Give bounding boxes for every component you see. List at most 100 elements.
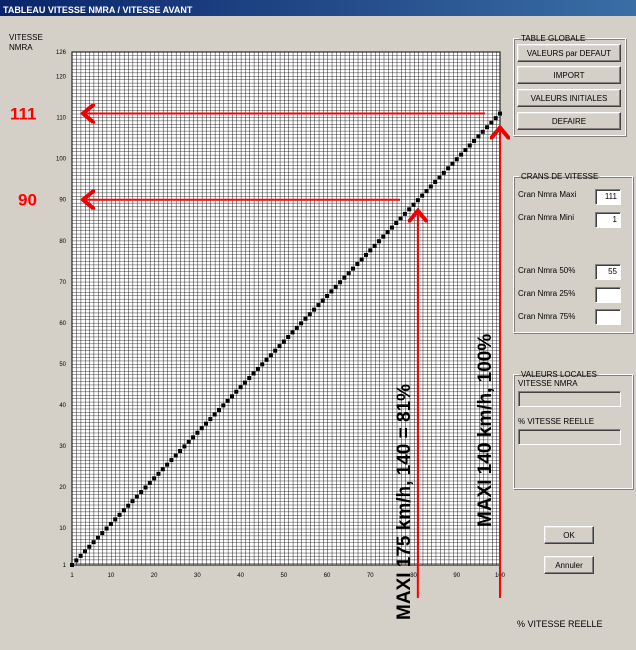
data-point <box>299 321 304 326</box>
y-tick-label: 126 <box>56 50 67 56</box>
data-point <box>121 508 126 513</box>
data-point <box>402 211 407 216</box>
table-globale-legend: TABLE GLOBALE <box>521 34 586 43</box>
x-tick-label: 70 <box>367 573 374 579</box>
y-tick-label: 40 <box>59 403 66 409</box>
data-point <box>195 430 200 435</box>
data-point <box>160 467 165 472</box>
data-point <box>307 312 312 317</box>
data-point <box>212 412 217 417</box>
data-point <box>294 325 299 330</box>
data-point <box>325 293 330 298</box>
label-111: 111 <box>10 105 37 124</box>
x-tick-label: 20 <box>151 573 158 579</box>
data-point <box>441 170 446 175</box>
y-tick-label: 100 <box>56 157 67 163</box>
data-point <box>100 531 105 536</box>
data-point <box>437 175 442 180</box>
cran-25-field[interactable] <box>595 287 621 303</box>
cran-50-label: Cran Nmra 50% <box>518 266 576 275</box>
vitesse-nmra-label: VITESSE NMRA <box>518 379 578 388</box>
x-tick-label: 60 <box>324 573 331 579</box>
cran-mini-field[interactable]: 1 <box>595 212 621 228</box>
data-point <box>281 339 286 344</box>
x-tick-label: 80 <box>410 573 417 579</box>
data-point <box>134 494 139 499</box>
y-tick-label: 70 <box>59 280 66 286</box>
y-tick-label: 30 <box>59 444 66 450</box>
data-point <box>208 417 213 422</box>
data-point <box>329 289 334 294</box>
x-tick-label: 40 <box>237 573 244 579</box>
data-point <box>191 435 196 440</box>
ok-button[interactable]: OK <box>544 526 594 544</box>
data-point <box>394 221 399 225</box>
annuler-button[interactable]: Annuler <box>544 556 594 574</box>
data-point <box>113 517 118 522</box>
data-point <box>221 403 226 408</box>
pct-vitesse-reelle-label: % VITESSE REELLE <box>518 417 595 426</box>
data-point <box>312 307 317 312</box>
data-point <box>186 439 191 444</box>
data-point <box>260 362 265 367</box>
data-point <box>173 453 178 458</box>
data-point <box>498 111 502 116</box>
data-point <box>351 266 356 271</box>
y-tick-label: 80 <box>59 239 66 245</box>
data-point <box>234 389 239 394</box>
data-point <box>428 184 433 189</box>
pct-vitesse-reelle-field <box>518 429 621 445</box>
data-point <box>368 248 373 253</box>
y-tick-label: 90 <box>59 198 66 204</box>
x-tick-label: 90 <box>453 573 460 579</box>
data-point <box>346 271 351 276</box>
data-point <box>95 535 100 540</box>
data-point <box>363 252 368 257</box>
data-point <box>342 275 347 280</box>
data-point <box>424 189 429 194</box>
valeurs-par-defaut-button[interactable]: VALEURS par DEFAUT <box>517 44 621 62</box>
data-point <box>376 239 381 244</box>
cran-maxi-field[interactable]: 111 <box>595 189 621 205</box>
locales-legend: VALEURS LOCALES <box>521 370 597 379</box>
data-point <box>320 298 325 303</box>
data-point <box>476 134 481 139</box>
data-point <box>117 512 122 517</box>
data-point <box>268 353 273 358</box>
defaire-button[interactable]: DEFAIRE <box>517 112 621 130</box>
title-bar: TABLEAU VITESSE NMRA / VITESSE AVANT <box>0 0 636 16</box>
data-point <box>446 166 451 171</box>
data-point <box>165 462 170 467</box>
data-point <box>407 207 412 212</box>
data-point <box>78 553 83 558</box>
data-point <box>229 394 234 399</box>
data-point <box>91 540 96 545</box>
x-axis-label: % VITESSE REELLE <box>517 619 603 629</box>
valeurs-locales-group: VALEURS LOCALES <box>513 370 633 489</box>
cran-mini-label: Cran Nmra Mini <box>518 213 575 222</box>
data-point <box>70 563 74 567</box>
y-tick-label: 110 <box>56 116 66 122</box>
window-title: TABLEAU VITESSE NMRA / VITESSE AVANT <box>3 5 193 15</box>
valeurs-initiales-button[interactable]: VALEURS INITIALES <box>517 89 621 107</box>
data-point <box>359 257 364 262</box>
data-point <box>333 284 338 289</box>
data-point <box>247 376 252 381</box>
data-point <box>147 480 152 485</box>
data-point <box>493 116 498 121</box>
data-point <box>82 549 87 554</box>
y-axis-label: VITESSE NMRA <box>9 33 43 52</box>
data-point <box>485 125 490 130</box>
crans-de-vitesse-group: CRANS DE VITESSE <box>513 172 633 333</box>
import-button[interactable]: IMPORT <box>517 66 621 84</box>
y-tick-label: 60 <box>59 321 66 327</box>
data-point <box>277 344 282 349</box>
data-point <box>238 385 243 390</box>
cran-75-field[interactable] <box>595 309 621 325</box>
data-point <box>199 426 204 431</box>
cran-75-label: Cran Nmra 75% <box>518 312 576 321</box>
data-point <box>338 280 343 285</box>
y-tick-label: 10 <box>59 526 66 532</box>
cran-50-field[interactable]: 55 <box>595 264 621 280</box>
data-point <box>450 161 455 166</box>
